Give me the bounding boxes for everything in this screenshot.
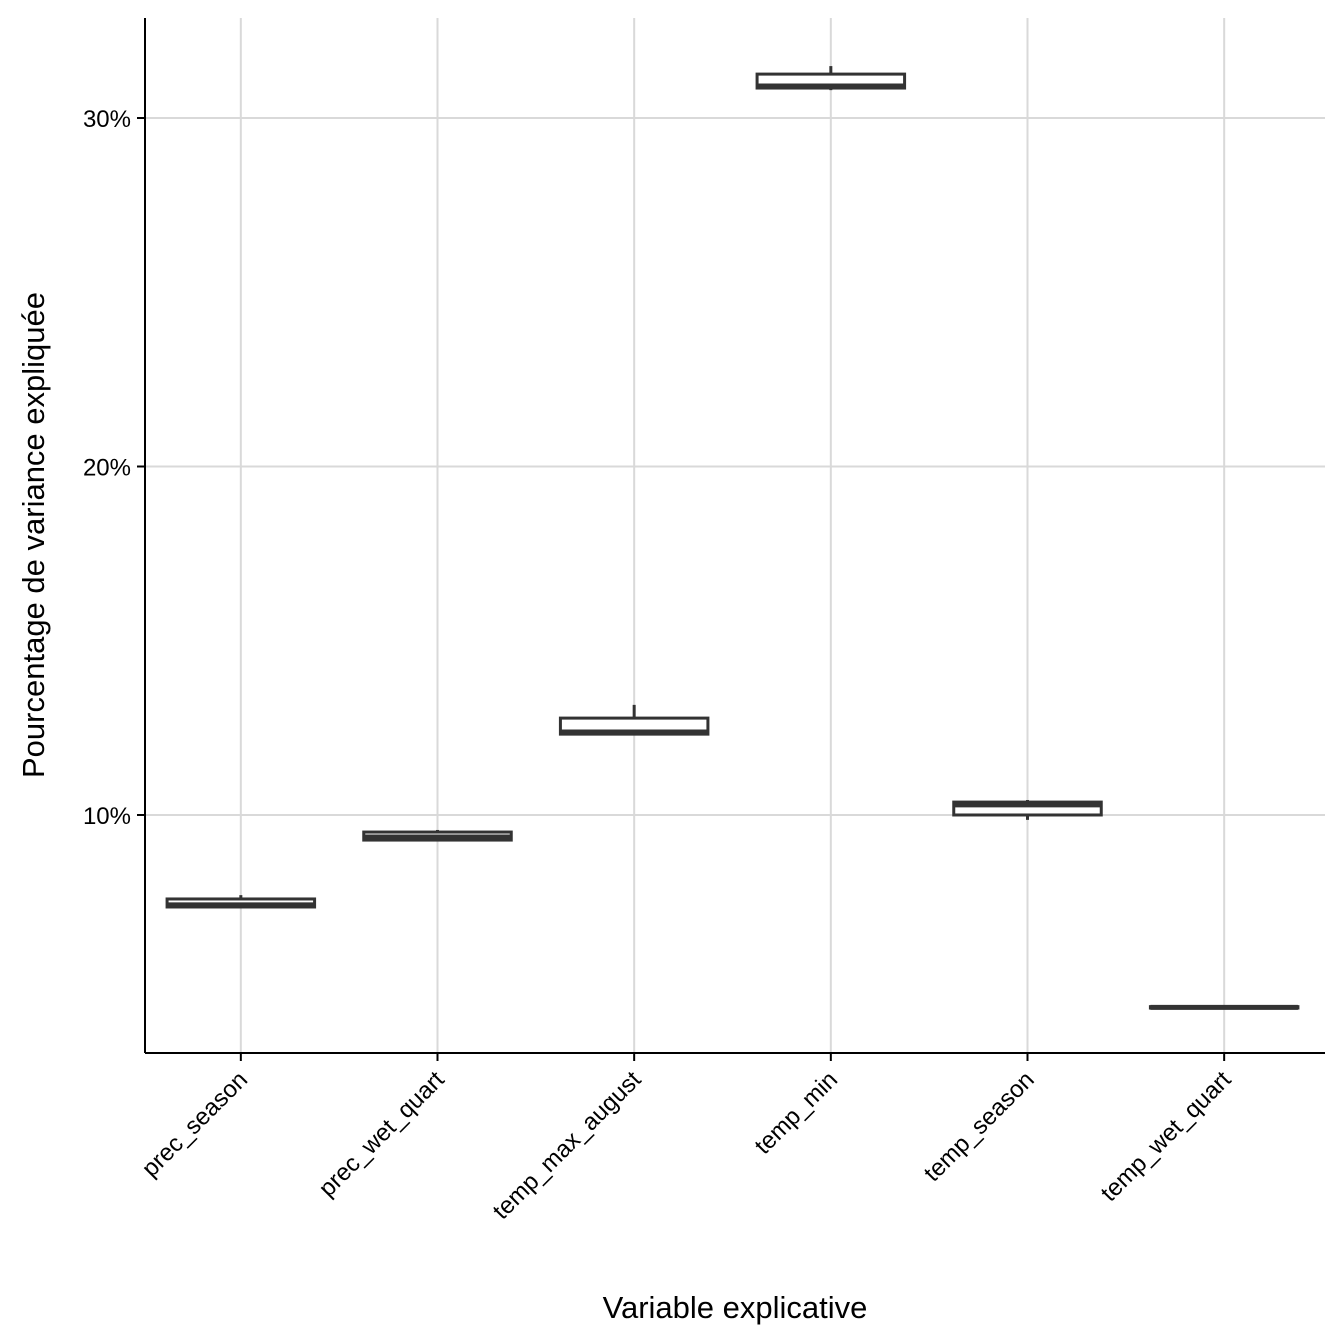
x-tick-label: prec_season (137, 1066, 253, 1182)
y-axis-title: Pourcentage de variance expliquée (16, 292, 51, 778)
x-tick-label: temp_wet_quart (1096, 1066, 1237, 1207)
x-tick-label: temp_min (749, 1066, 843, 1160)
y-tick-label: 20% (83, 455, 131, 482)
y-tick-label: 30% (83, 106, 131, 133)
x-tick-label: temp_season (919, 1066, 1040, 1187)
y-tick-label: 10% (83, 803, 131, 830)
y-ticks: 10% 20% 30% (83, 106, 145, 830)
x-tick-label: temp_max_august (488, 1066, 647, 1225)
grid-lines (145, 18, 1325, 1053)
x-axis-title: Variable explicative (603, 1290, 868, 1325)
x-ticks: prec_season prec_wet_quart temp_max_august… (137, 1053, 1237, 1225)
boxes (165, 66, 1300, 1010)
x-tick-label: prec_wet_quart (314, 1066, 450, 1202)
